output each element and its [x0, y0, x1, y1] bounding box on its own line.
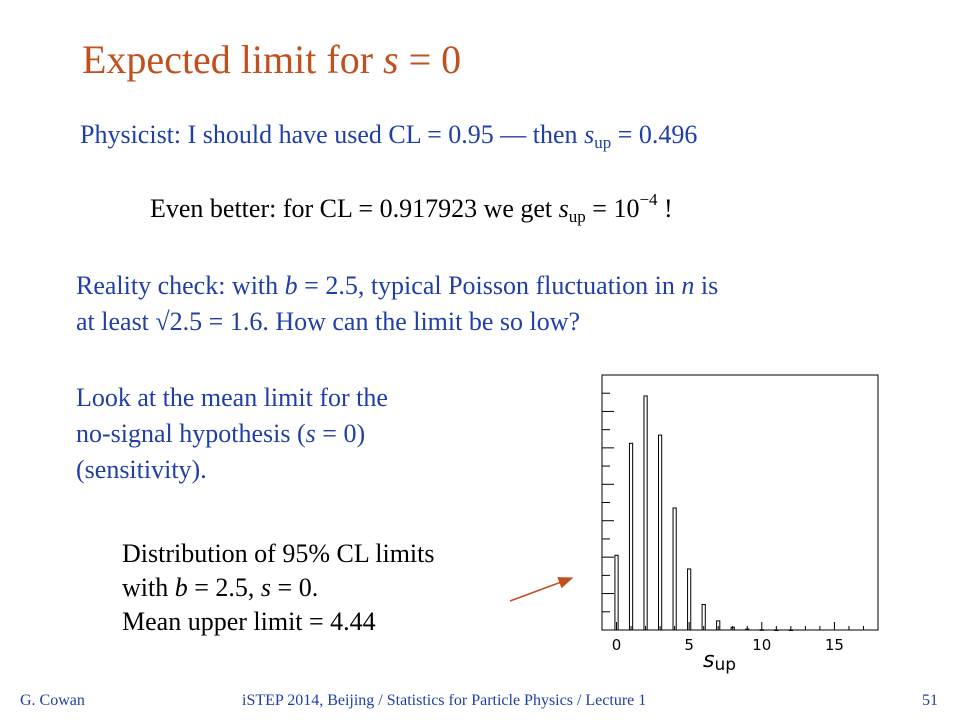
histogram-bar — [672, 507, 677, 631]
histogram-bar — [643, 395, 648, 631]
distribution-caption: Distribution of 95% CL limits with b = 2… — [122, 539, 435, 636]
x-tick-label: 15 — [825, 636, 844, 654]
histogram-bar — [658, 434, 663, 631]
histogram-bar — [614, 554, 619, 631]
histogram-axes — [601, 374, 879, 631]
plot-frame — [601, 374, 879, 631]
histogram-bar — [687, 568, 692, 631]
x-axis-label: sup — [703, 648, 736, 675]
x-tick-label: 0 — [612, 636, 622, 654]
x-tick-label: 5 — [684, 636, 694, 654]
even-better-statement: Even better: for CL = 0.917923 we get su… — [150, 190, 673, 226]
mean-limit-paragraph: Look at the mean limit for the no-signal… — [76, 383, 388, 484]
x-tick-label: 10 — [752, 636, 771, 654]
footer-author: G. Cowan — [20, 692, 85, 709]
histogram-ticks: 0 5 10 15 — [612, 622, 864, 654]
histogram-chart: 0 5 10 15 sup — [601, 374, 879, 675]
histogram-bar — [628, 442, 634, 631]
slide-title: Expected limit for s = 0 — [82, 37, 462, 82]
reality-check-paragraph: Reality check: with b = 2.5, typical Poi… — [76, 271, 719, 336]
footer-page-number: 51 — [922, 692, 938, 709]
footer-course: iSTEP 2014, Beijing / Statistics for Par… — [242, 692, 647, 709]
histogram-bars — [614, 395, 793, 632]
physicist-statement: Physicist: I should have used CL = 0.95 … — [80, 120, 698, 152]
